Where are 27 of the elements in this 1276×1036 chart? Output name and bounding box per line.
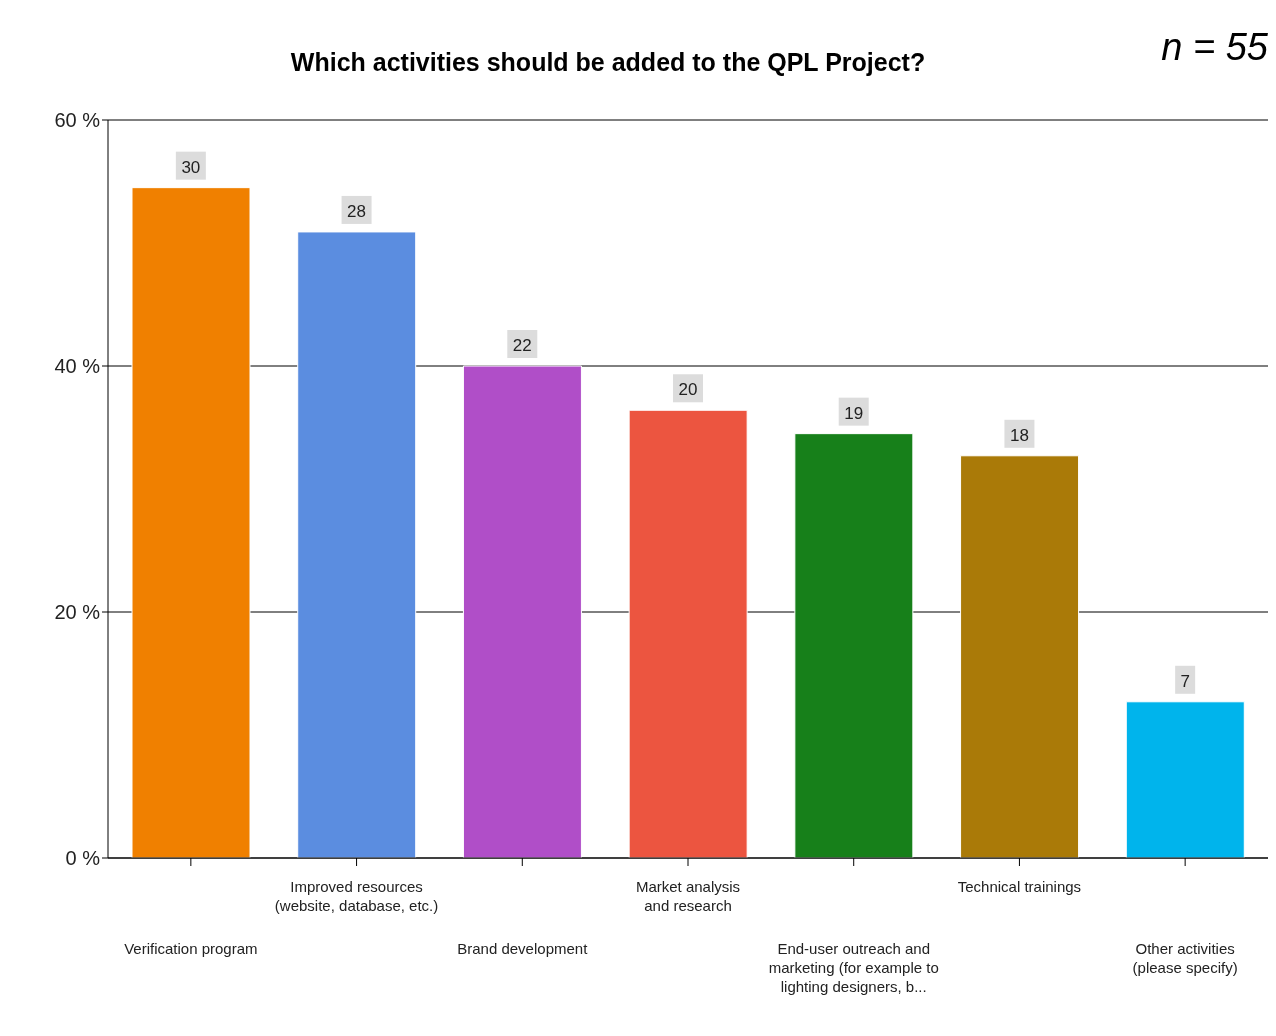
y-tick-label: 0 % (65, 847, 101, 870)
x-tick-label: Other activities (please specify) (1132, 940, 1238, 976)
bar (1125, 701, 1245, 858)
annotation: 30 (181, 157, 201, 177)
annotation: 28 (347, 201, 367, 221)
bar (794, 433, 914, 858)
annotation: 19 (844, 403, 864, 423)
y-tick-label: 20 % (54, 601, 101, 624)
x-tick-label: Improved resources (website, database, etc.) (274, 878, 439, 914)
x-tick-label: End-user outreach and marketing (for example to lighting designers, b... (768, 940, 939, 995)
bar (960, 455, 1080, 858)
text: n = 55 (1161, 26, 1268, 69)
x-tick-label: Technical trainings (957, 878, 1082, 895)
bar (628, 409, 748, 858)
annotation: 7 (1180, 671, 1190, 691)
x-tick-label: Brand development (457, 940, 589, 957)
x-tick-label: Verification program (124, 940, 258, 957)
bar (131, 187, 251, 858)
x-tick-label: Market analysis and research (635, 878, 741, 914)
bar (462, 365, 582, 858)
y-tick-label: 40 % (54, 355, 101, 378)
annotation: 18 (1009, 425, 1029, 445)
y-tick-label: 60 % (54, 109, 101, 132)
bar (297, 231, 417, 858)
annotation: 20 (678, 380, 698, 400)
annotation: 22 (512, 336, 532, 355)
chart-title: Which activities should be added to the QPL Project? (290, 48, 926, 76)
